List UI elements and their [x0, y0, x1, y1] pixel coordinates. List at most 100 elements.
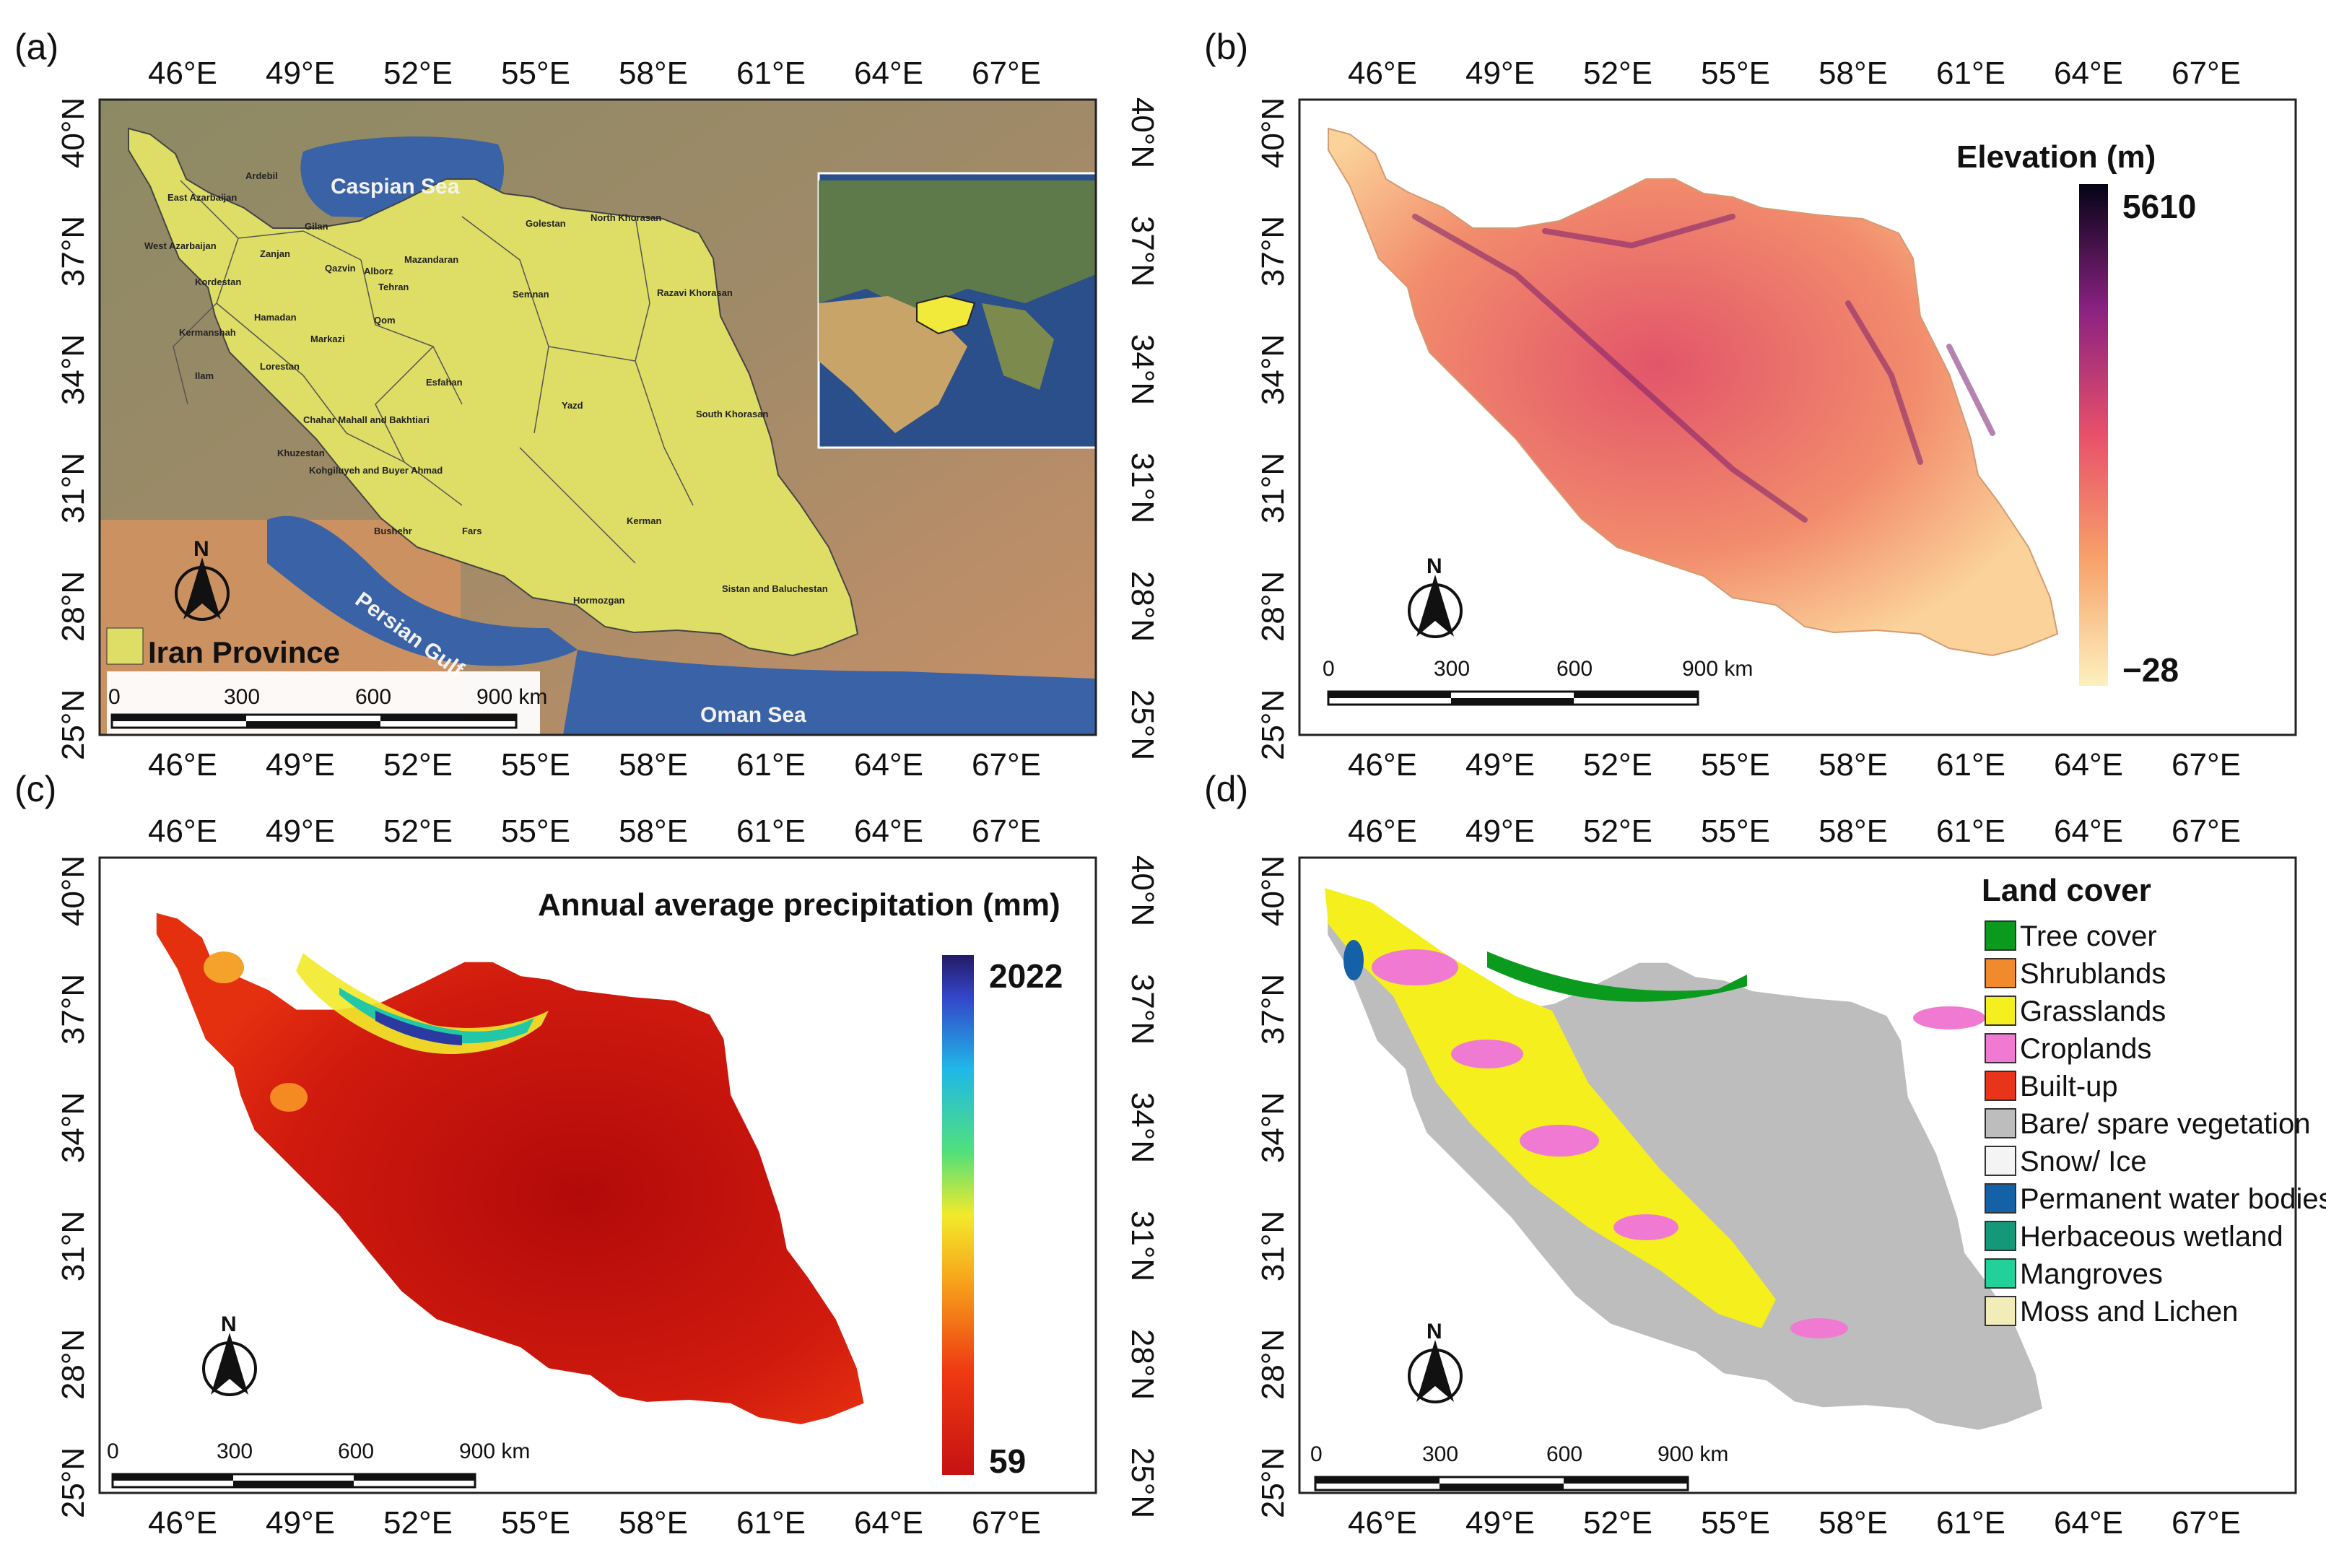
- legend-entry-label: Moss and Lichen: [2020, 1296, 2238, 1328]
- lat-tick-label: 25°N: [1255, 1447, 1291, 1518]
- north-arrow: N: [175, 537, 230, 621]
- lat-tick-label: 37°N: [1125, 216, 1160, 287]
- svg-text:Ardebil: Ardebil: [245, 170, 278, 181]
- svg-text:Zanjan: Zanjan: [260, 248, 290, 259]
- lat-tick-label: 34°N: [1255, 334, 1291, 405]
- svg-text:600: 600: [338, 1439, 374, 1463]
- svg-text:Gilan: Gilan: [305, 221, 328, 232]
- legend-entry-label: Grasslands: [2020, 996, 2166, 1027]
- cropland-patches: [1372, 949, 1985, 1338]
- lon-tick-label: 55°E: [1701, 814, 1770, 849]
- svg-text:Kohgiluyeh and Buyer Ahmad: Kohgiluyeh and Buyer Ahmad: [309, 465, 443, 476]
- lat-tick-label: 37°N: [1255, 216, 1291, 287]
- svg-text:900 km: 900 km: [1658, 1442, 1728, 1466]
- svg-text:Hamadan: Hamadan: [254, 312, 297, 323]
- legend-swatch: [1985, 958, 2016, 988]
- svg-text:Alborz: Alborz: [364, 266, 393, 276]
- lat-tick-label: 28°N: [2325, 1329, 2326, 1400]
- province-legend: Iran Province: [106, 627, 340, 669]
- legend-entry-label: Built-up: [2020, 1071, 2118, 1102]
- panel-a: (a): [14, 27, 1097, 736]
- lon-tick-label: 55°E: [501, 814, 570, 849]
- land-cover-title: Land cover: [1982, 873, 2151, 908]
- lon-tick-label: 67°E: [972, 814, 1041, 849]
- lon-tick-label: 46°E: [148, 814, 217, 849]
- legend-entry-label: Shrublands: [2020, 958, 2166, 990]
- lat-tick-label: 37°N: [56, 216, 91, 287]
- scale-bar: 0 300 600 900 km: [107, 1439, 530, 1489]
- lon-tick-label: 46°E: [1348, 814, 1417, 849]
- lon-tick-label: 52°E: [1583, 747, 1652, 783]
- panel-a-frame: [98, 98, 1097, 736]
- lon-tick-label: 58°E: [1818, 814, 1888, 849]
- lon-tick-label: 58°E: [619, 56, 688, 91]
- lon-tick-label: 55°E: [1701, 747, 1770, 783]
- lat-tick-label: 31°N: [2325, 1211, 2326, 1281]
- lat-tick-label: 34°N: [1255, 1092, 1291, 1163]
- lon-tick-label: 46°E: [148, 56, 217, 91]
- lon-tick-label: 46°E: [1348, 747, 1417, 783]
- lon-tick-label: 64°E: [854, 1505, 923, 1541]
- svg-text:Chahar Mahall and Bakhtiari: Chahar Mahall and Bakhtiari: [303, 414, 430, 425]
- lat-tick-label: 31°N: [56, 1211, 91, 1281]
- lat-tick-label: 37°N: [1255, 974, 1291, 1045]
- lon-tick-label: 67°E: [972, 747, 1041, 783]
- caspian-sea-label: Caspian Sea: [331, 175, 460, 199]
- legend-entry-label: Mangroves: [2020, 1258, 2163, 1290]
- svg-text:Khuzestan: Khuzestan: [277, 448, 325, 458]
- lat-tick-label: 25°N: [2325, 689, 2326, 760]
- svg-text:Yazd: Yazd: [562, 400, 583, 411]
- lat-tick-label: 28°N: [1255, 571, 1291, 642]
- lon-tick-label: 46°E: [148, 747, 217, 783]
- svg-text:Mazandaran: Mazandaran: [404, 254, 458, 265]
- lon-tick-label: 64°E: [854, 814, 923, 849]
- lon-tick-label: 52°E: [1583, 56, 1652, 91]
- lat-tick-label: 40°N: [1255, 855, 1291, 926]
- lon-tick-label: 46°E: [148, 1505, 217, 1541]
- lat-tick-label: 25°N: [1125, 689, 1160, 760]
- lat-tick-label: 37°N: [2325, 216, 2326, 287]
- legend-swatch: [1985, 1183, 2016, 1214]
- lon-tick-label: 64°E: [2054, 56, 2123, 91]
- lat-tick-label: 28°N: [2325, 571, 2326, 642]
- scale-bar: 0 300 600 900 km: [108, 685, 547, 729]
- lon-tick-label: 67°E: [2172, 814, 2241, 849]
- svg-text:300: 300: [217, 1439, 253, 1463]
- scale-bar: 0 300 600 900 km: [1323, 657, 1753, 706]
- north-arrow: N: [1408, 554, 1463, 638]
- lon-tick-label: 67°E: [972, 56, 1041, 91]
- lon-tick-label: 61°E: [736, 814, 806, 849]
- lat-tick-label: 37°N: [1125, 974, 1160, 1045]
- panel-d-label: (d): [1204, 769, 1248, 809]
- lon-tick-label: 58°E: [1818, 56, 1888, 91]
- oman-sea: [563, 650, 1096, 735]
- lon-tick-label: 58°E: [1818, 1505, 1888, 1541]
- lat-tick-label: 34°N: [2325, 1092, 2326, 1163]
- panel-d: (d) Land cover Tree cover Shrublands Grass…: [1204, 769, 2326, 1494]
- scale-bar: 0 300 600 900 km: [1310, 1442, 1728, 1491]
- legend-swatch: [1985, 1108, 2016, 1138]
- lon-tick-label: 49°E: [1465, 814, 1535, 849]
- lon-tick-label: 55°E: [501, 747, 570, 783]
- svg-text:Esfahan: Esfahan: [426, 377, 463, 388]
- lon-tick-label: 52°E: [383, 56, 453, 91]
- svg-text:Sistan and Baluchestan: Sistan and Baluchestan: [722, 583, 828, 594]
- legend-entry-label: Snow/ Ice: [2020, 1146, 2147, 1177]
- svg-text:N: N: [221, 1312, 237, 1336]
- graticule-labels: 46°E 46°E 49°E 49°E 52°E 52°E 55°E 55°E 58°E 58°E…: [56, 56, 2326, 1541]
- svg-text:N: N: [193, 537, 209, 561]
- lat-tick-label: 40°N: [2325, 855, 2326, 926]
- svg-text:300: 300: [1434, 657, 1470, 681]
- svg-text:0: 0: [1310, 1442, 1323, 1466]
- lon-tick-label: 67°E: [972, 1505, 1041, 1541]
- svg-text:900 km: 900 km: [476, 685, 547, 709]
- lat-tick-label: 31°N: [1125, 1211, 1160, 1281]
- lon-tick-label: 52°E: [1583, 814, 1652, 849]
- svg-text:900 km: 900 km: [1682, 657, 1753, 681]
- lon-tick-label: 49°E: [266, 56, 335, 91]
- lon-tick-label: 67°E: [2172, 1505, 2241, 1541]
- lon-tick-label: 49°E: [266, 814, 335, 849]
- legend-swatch: [1985, 1221, 2016, 1251]
- elevation-title: Elevation (m): [1956, 139, 2156, 175]
